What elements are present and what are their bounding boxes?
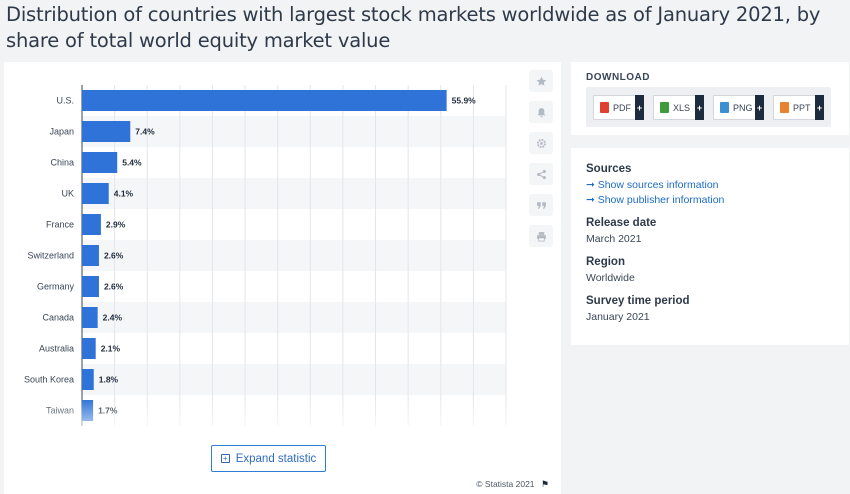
row-stripe xyxy=(82,240,506,271)
bar-china xyxy=(82,152,118,173)
value-label: 1.8% xyxy=(99,375,119,385)
bar-canada xyxy=(82,307,98,328)
pdf-file-icon xyxy=(600,102,609,113)
category-label: China xyxy=(50,158,74,168)
survey-period-value: January 2021 xyxy=(586,311,650,323)
plus-icon: + xyxy=(815,95,824,120)
row-stripe xyxy=(82,302,506,333)
copyright-text: © Statista 2021 xyxy=(476,479,535,489)
png-file-icon xyxy=(720,102,729,113)
download-xls-label: XLS xyxy=(673,102,691,113)
bar-switzerland xyxy=(82,245,99,266)
expand-statistic-label: Expand statistic xyxy=(235,452,317,465)
category-label: South Korea xyxy=(24,375,74,385)
bar-japan xyxy=(82,121,131,142)
expand-statistic-button[interactable]: + Expand statistic xyxy=(211,445,326,472)
bar-chart: U.S. 55.9% Japan 7.4% China 5.4% UK 4.1% France 2… xyxy=(4,62,524,487)
download-heading: DOWNLOAD xyxy=(586,72,650,83)
release-date-heading: Release date xyxy=(586,217,657,229)
category-label: Japan xyxy=(49,127,74,137)
ppt-file-icon xyxy=(780,102,789,113)
page-title: Distribution of countries with largest s… xyxy=(6,3,821,52)
value-label: 5.4% xyxy=(122,158,142,168)
plus-icon: + xyxy=(635,95,644,120)
chart-toolbar xyxy=(529,70,555,256)
bell-icon[interactable] xyxy=(529,101,553,123)
release-date-value: March 2021 xyxy=(586,233,642,245)
bar-u-s- xyxy=(82,90,447,111)
download-ppt-button[interactable]: PPT + xyxy=(773,95,824,120)
download-pdf-label: PDF xyxy=(613,102,631,113)
bar-germany xyxy=(82,276,99,297)
value-label: 4.1% xyxy=(114,189,134,199)
flag-icon[interactable]: ⚑ xyxy=(540,479,549,489)
row-stripe xyxy=(82,178,506,209)
category-label: Germany xyxy=(37,282,75,292)
bar-uk xyxy=(82,183,109,204)
arrow-right-icon: ➞ xyxy=(586,179,598,191)
arrow-right-icon: ➞ xyxy=(586,194,598,206)
download-png-button[interactable]: PNG + xyxy=(713,95,764,120)
download-xls-button[interactable]: XLS + xyxy=(653,95,704,120)
category-label: Australia xyxy=(39,344,74,354)
category-label: France xyxy=(46,220,74,230)
info-card: Sources ➞ Show sources information ➞ Sho… xyxy=(571,148,849,345)
row-stripe xyxy=(82,364,506,395)
value-label: 2.9% xyxy=(106,220,126,230)
quote-icon[interactable] xyxy=(529,194,553,216)
print-icon[interactable] xyxy=(529,225,553,247)
category-label: U.S. xyxy=(56,96,74,106)
bar-australia xyxy=(82,338,96,359)
share-icon[interactable] xyxy=(529,163,553,185)
region-heading: Region xyxy=(586,256,625,268)
download-ppt-label: PPT xyxy=(793,102,811,113)
download-card: DOWNLOAD PDF + XLS + PNG + PPT + xyxy=(571,62,849,135)
expand-icon: + xyxy=(220,454,230,463)
value-label: 7.4% xyxy=(135,127,155,137)
chart-card: U.S. 55.9% Japan 7.4% China 5.4% UK 4.1% France 2… xyxy=(4,62,561,494)
download-pdf-button[interactable]: PDF + xyxy=(593,95,644,120)
value-label: 2.6% xyxy=(104,282,124,292)
value-label: 55.9% xyxy=(452,96,477,106)
survey-period-heading: Survey time period xyxy=(586,295,690,307)
category-label: Canada xyxy=(42,313,74,323)
star-icon[interactable] xyxy=(529,70,553,92)
download-png-label: PNG xyxy=(733,102,753,113)
show-publisher-label: Show publisher information xyxy=(597,194,725,206)
category-label: Switzerland xyxy=(27,251,74,261)
show-sources-label: Show sources information xyxy=(597,179,719,191)
copyright: © Statista 2021 ⚑ xyxy=(476,479,549,490)
bar-france xyxy=(82,214,101,235)
value-label: 2.1% xyxy=(101,344,121,354)
category-label: UK xyxy=(61,189,74,199)
sources-heading: Sources xyxy=(586,163,632,175)
plus-icon: + xyxy=(755,95,764,120)
bar-chart-svg: U.S. 55.9% Japan 7.4% China 5.4% UK 4.1% France 2… xyxy=(4,85,524,436)
value-label: 2.4% xyxy=(103,313,123,323)
xls-file-icon xyxy=(660,102,669,113)
chart-fade-overlay xyxy=(4,399,524,436)
region-value: Worldwide xyxy=(586,272,635,284)
value-label: 2.6% xyxy=(104,251,124,261)
plus-icon: + xyxy=(695,95,704,120)
show-sources-link[interactable]: ➞ Show sources information xyxy=(586,179,719,191)
gear-icon[interactable] xyxy=(529,132,553,154)
download-buttons: PDF + XLS + PNG + PPT + xyxy=(586,87,831,127)
row-stripe xyxy=(82,116,506,147)
bar-south-korea xyxy=(82,369,94,390)
show-publisher-link[interactable]: ➞ Show publisher information xyxy=(586,194,724,206)
